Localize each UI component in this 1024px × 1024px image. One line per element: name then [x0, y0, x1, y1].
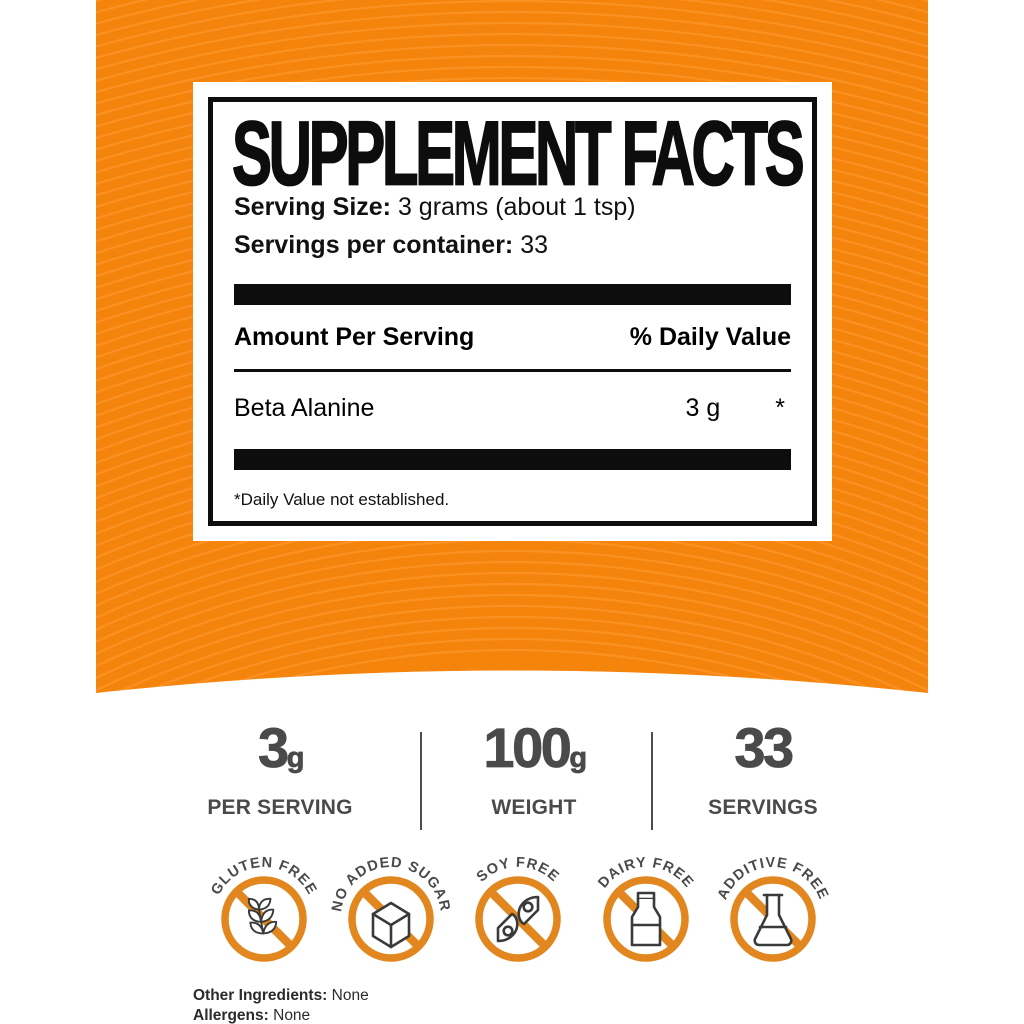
- svg-text:DAIRY FREE: DAIRY FREE: [595, 855, 696, 891]
